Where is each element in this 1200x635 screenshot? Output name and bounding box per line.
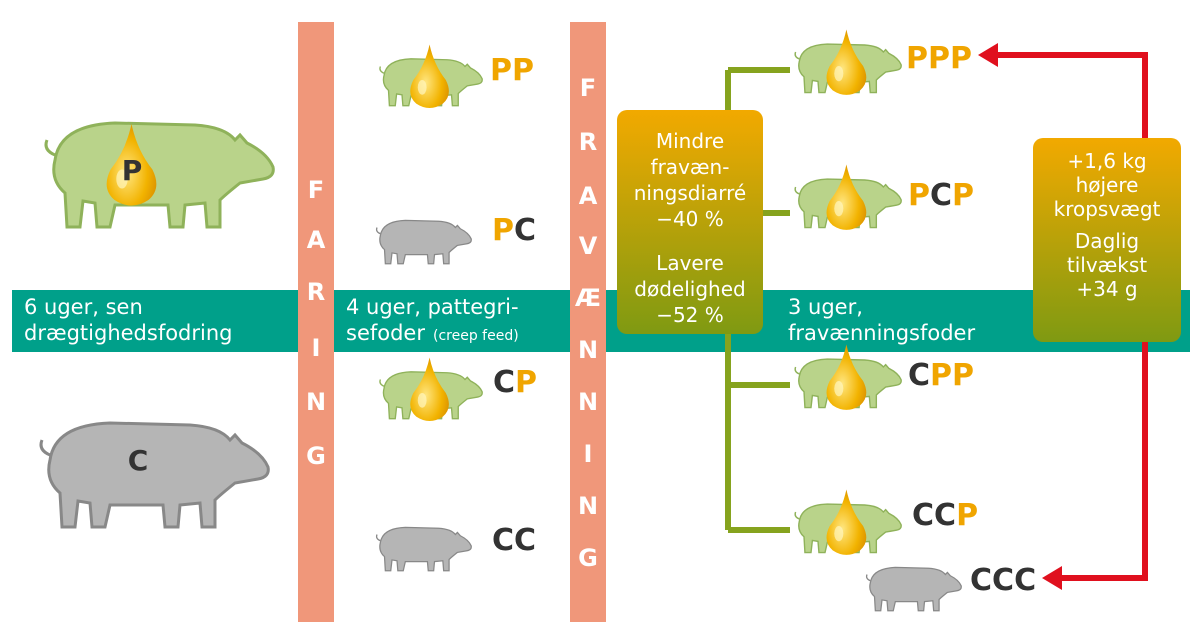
label-letter: P	[906, 41, 928, 76]
divider-letter: I	[312, 334, 321, 362]
label-letter: C	[992, 563, 1014, 598]
pig	[44, 121, 275, 229]
box-line: ningsdiarré	[634, 181, 747, 205]
divider-letter: N	[306, 388, 326, 416]
divider-letter: N	[578, 388, 598, 416]
divider-letter: G	[306, 442, 326, 470]
label-letter: C	[514, 523, 536, 558]
label-letter: P	[950, 41, 972, 76]
piglet-label: PCP	[908, 178, 974, 213]
box-line: kropsvægt	[1054, 197, 1161, 221]
box-line: dødelighed	[634, 277, 745, 301]
pig	[375, 219, 472, 265]
piglet-label: CCP	[912, 498, 978, 533]
label-letter: P	[492, 213, 514, 248]
label-letter: P	[952, 178, 974, 213]
info-box	[1033, 138, 1181, 342]
label-letter: P	[952, 358, 974, 393]
box-line: tilvækst	[1067, 253, 1147, 277]
divider-letter: F	[580, 74, 596, 102]
divider-letter: N	[578, 336, 598, 364]
sow-label: C	[128, 444, 149, 477]
box-line: fravæn-	[651, 155, 730, 179]
divider-letter: I	[584, 440, 593, 468]
pig	[375, 526, 472, 572]
divider-letter: R	[579, 128, 597, 156]
label-letter: P	[930, 358, 952, 393]
box-line: −52 %	[656, 303, 724, 327]
label-letter: C	[1014, 563, 1036, 598]
piglet-label: CP	[493, 365, 537, 400]
divider	[570, 22, 606, 622]
band-text: 6 uger, sen drægtighedsfodring	[24, 295, 233, 345]
piglet-label: PPP	[906, 41, 972, 76]
label-letter: C	[493, 365, 515, 400]
box-line: +1,6 kg	[1067, 149, 1146, 173]
label-letter: C	[908, 358, 930, 393]
label-letter: C	[912, 498, 934, 533]
label-letter: P	[928, 41, 950, 76]
piglet-label: CPP	[908, 358, 974, 393]
divider-letter: Æ	[575, 284, 601, 312]
label-letter: C	[492, 523, 514, 558]
piglet-label: PP	[490, 53, 534, 88]
pig	[39, 421, 270, 529]
box-line: Daglig	[1075, 229, 1139, 253]
label-letter: C	[514, 213, 536, 248]
label-letter: P	[515, 365, 537, 400]
divider-letter: G	[578, 544, 598, 572]
label-letter: C	[930, 178, 952, 213]
box-line: Mindre	[656, 129, 724, 153]
divider	[298, 22, 334, 622]
info-box	[617, 110, 763, 334]
box-line: højere	[1076, 173, 1139, 197]
box-line: Lavere	[656, 251, 724, 275]
divider-letter: F	[308, 176, 324, 204]
pig	[865, 566, 962, 612]
divider-letter: R	[307, 278, 325, 306]
label-letter: P	[490, 53, 512, 88]
divider-letter: N	[578, 492, 598, 520]
arrow	[995, 52, 1148, 581]
label-letter: P	[908, 178, 930, 213]
sow-label: P	[122, 154, 143, 187]
label-letter: P	[956, 498, 978, 533]
band-text: 4 uger, pattegri-sefoder (creep feed)	[346, 295, 519, 345]
divider-letter: V	[579, 232, 598, 260]
band-text: 3 uger, fravænningsfoder	[788, 295, 975, 345]
piglet-label: CCC	[970, 563, 1036, 598]
box-line: −40 %	[656, 207, 724, 231]
label-letter: C	[934, 498, 956, 533]
piglet-label: CC	[492, 523, 536, 558]
piglet-label: PC	[492, 213, 536, 248]
label-letter: C	[970, 563, 992, 598]
divider-letter: A	[579, 182, 598, 210]
divider-letter: A	[307, 226, 326, 254]
box-line: +34 g	[1076, 277, 1137, 301]
label-letter: P	[512, 53, 534, 88]
